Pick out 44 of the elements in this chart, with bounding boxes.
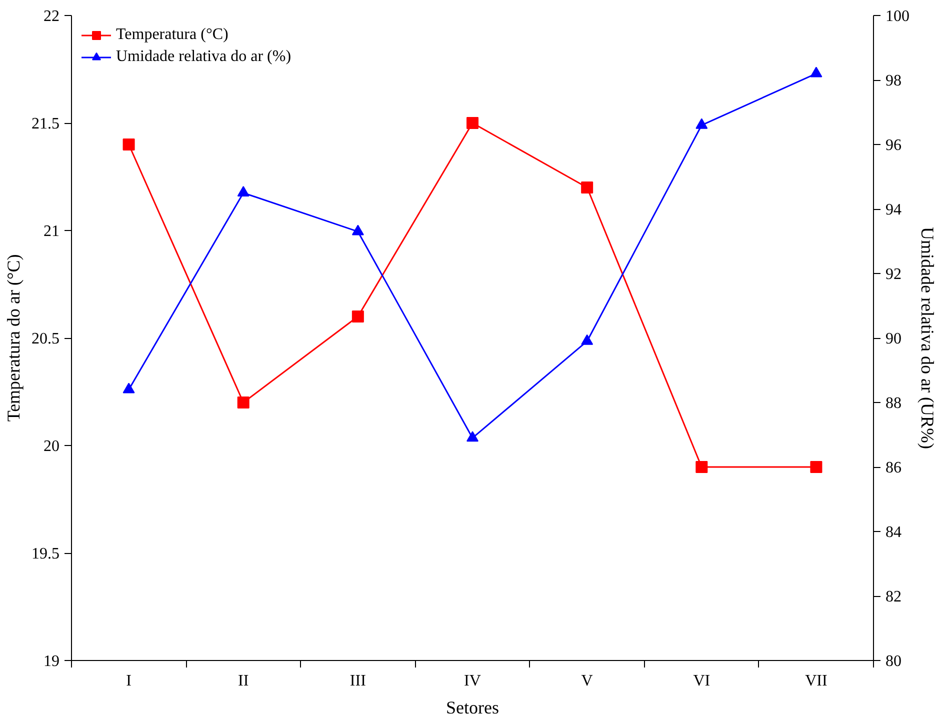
point <box>810 66 822 78</box>
y2-axis-title: Umidade relativa do ar (UR%) <box>918 227 938 449</box>
x-tick-label: V <box>581 672 594 690</box>
y2-tick-label: 84 <box>886 524 902 541</box>
y2-tick-label: 82 <box>886 588 902 606</box>
x-axis-title: Setores <box>446 698 500 718</box>
x-tick-label: IV <box>464 672 482 690</box>
y-tick-label: 20.5 <box>32 330 60 348</box>
y-tick-label: 19.5 <box>32 546 60 562</box>
y2-tick-label: 92 <box>886 266 902 283</box>
point <box>466 431 478 442</box>
point <box>352 224 364 236</box>
x-tick-label: II <box>238 672 249 690</box>
point <box>237 396 250 408</box>
legend-label: Temperatura (°C) <box>116 26 228 44</box>
point <box>581 182 594 194</box>
point <box>352 310 364 322</box>
x-tick-label: I <box>126 672 132 690</box>
y-axis-title: Temperatura do ar (°C) <box>4 254 24 422</box>
point <box>122 382 135 394</box>
y2-tick-label: 100 <box>886 8 910 25</box>
y2-tick-label: 94 <box>886 202 902 218</box>
y2-tick-label: 80 <box>886 653 902 670</box>
y-tick-label: 22 <box>44 8 60 25</box>
y-tick-label: 19 <box>44 653 60 670</box>
x-tick-label: III <box>350 672 366 690</box>
y2-tick-label: 90 <box>886 330 902 348</box>
y2-tick-label: 96 <box>886 137 902 154</box>
y2-tick-label: 86 <box>886 460 902 476</box>
x-tick-label: VII <box>805 672 828 690</box>
legend-label: Umidade relativa do ar (%) <box>116 48 292 66</box>
point <box>581 334 594 345</box>
y2-tick-label: 98 <box>886 72 902 90</box>
point <box>122 138 135 150</box>
y-tick-label: 21 <box>44 223 60 240</box>
point <box>696 461 708 473</box>
point <box>466 117 478 129</box>
y-tick-label: 21.5 <box>32 116 60 132</box>
x-tick-label: VI <box>693 672 710 690</box>
y2-tick-label: 88 <box>886 395 902 412</box>
point <box>696 118 708 129</box>
y-tick-label: 20 <box>44 438 60 455</box>
point <box>237 186 250 197</box>
point <box>810 461 822 473</box>
